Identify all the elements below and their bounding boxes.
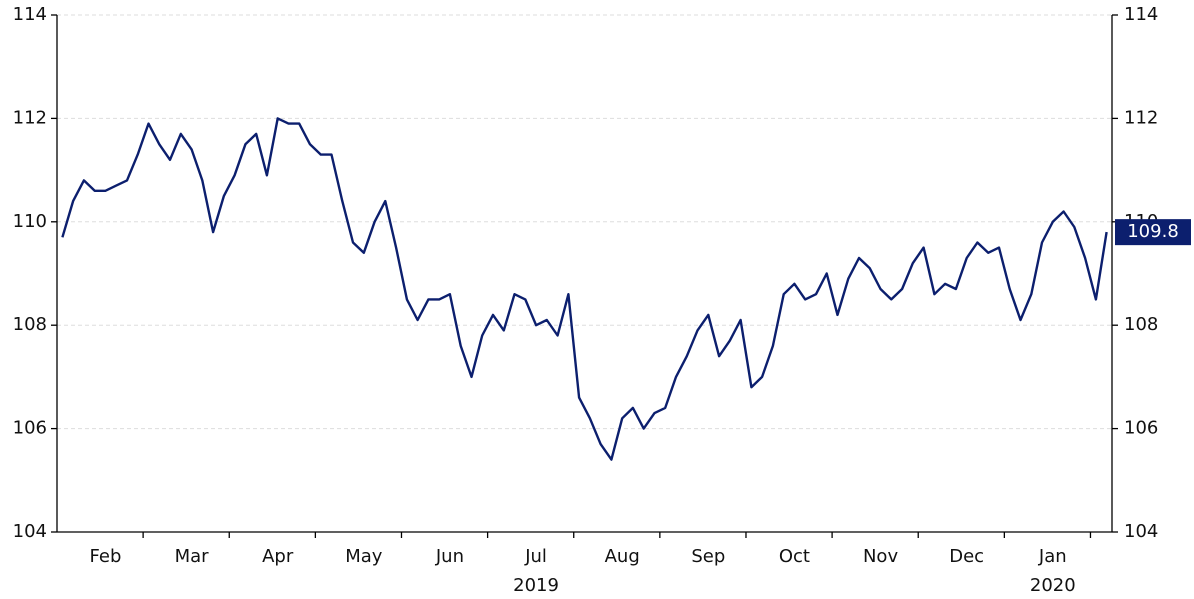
last-value-label: 109.8	[1127, 221, 1179, 242]
x-tick-label: May	[345, 546, 383, 567]
y2-tick-label: 106	[1124, 418, 1158, 439]
x-tick-label: Sep	[691, 546, 725, 567]
y-tick-label: 114	[13, 4, 47, 25]
x-tick-label: Feb	[90, 546, 122, 567]
year-label: 2019	[513, 575, 559, 596]
y2-tick-label: 104	[1124, 521, 1158, 542]
x-tick-label: Dec	[949, 546, 984, 567]
x-tick-label: Apr	[262, 546, 294, 567]
x-tick-label: Jun	[435, 546, 464, 567]
x-tick-label: Jan	[1038, 546, 1067, 567]
y-tick-label: 104	[13, 521, 47, 542]
x-tick-label: Jul	[524, 546, 547, 567]
x-tick-label: Oct	[779, 546, 810, 567]
y-tick-label: 106	[13, 418, 47, 439]
x-tick-label: Nov	[863, 546, 898, 567]
last-value-box	[1115, 219, 1191, 246]
line	[61, 117, 1108, 461]
y2-tick-label: 114	[1124, 4, 1158, 25]
y2-tick-label: 112	[1124, 107, 1158, 128]
year-label: 2020	[1030, 575, 1076, 596]
x-tick-label: Aug	[605, 546, 640, 567]
x-tick-label: Mar	[175, 546, 210, 567]
y-tick-label: 110	[13, 211, 47, 232]
y-tick-label: 108	[13, 314, 47, 335]
y-tick-label: 112	[13, 107, 47, 128]
y2-tick-label: 108	[1124, 314, 1158, 335]
